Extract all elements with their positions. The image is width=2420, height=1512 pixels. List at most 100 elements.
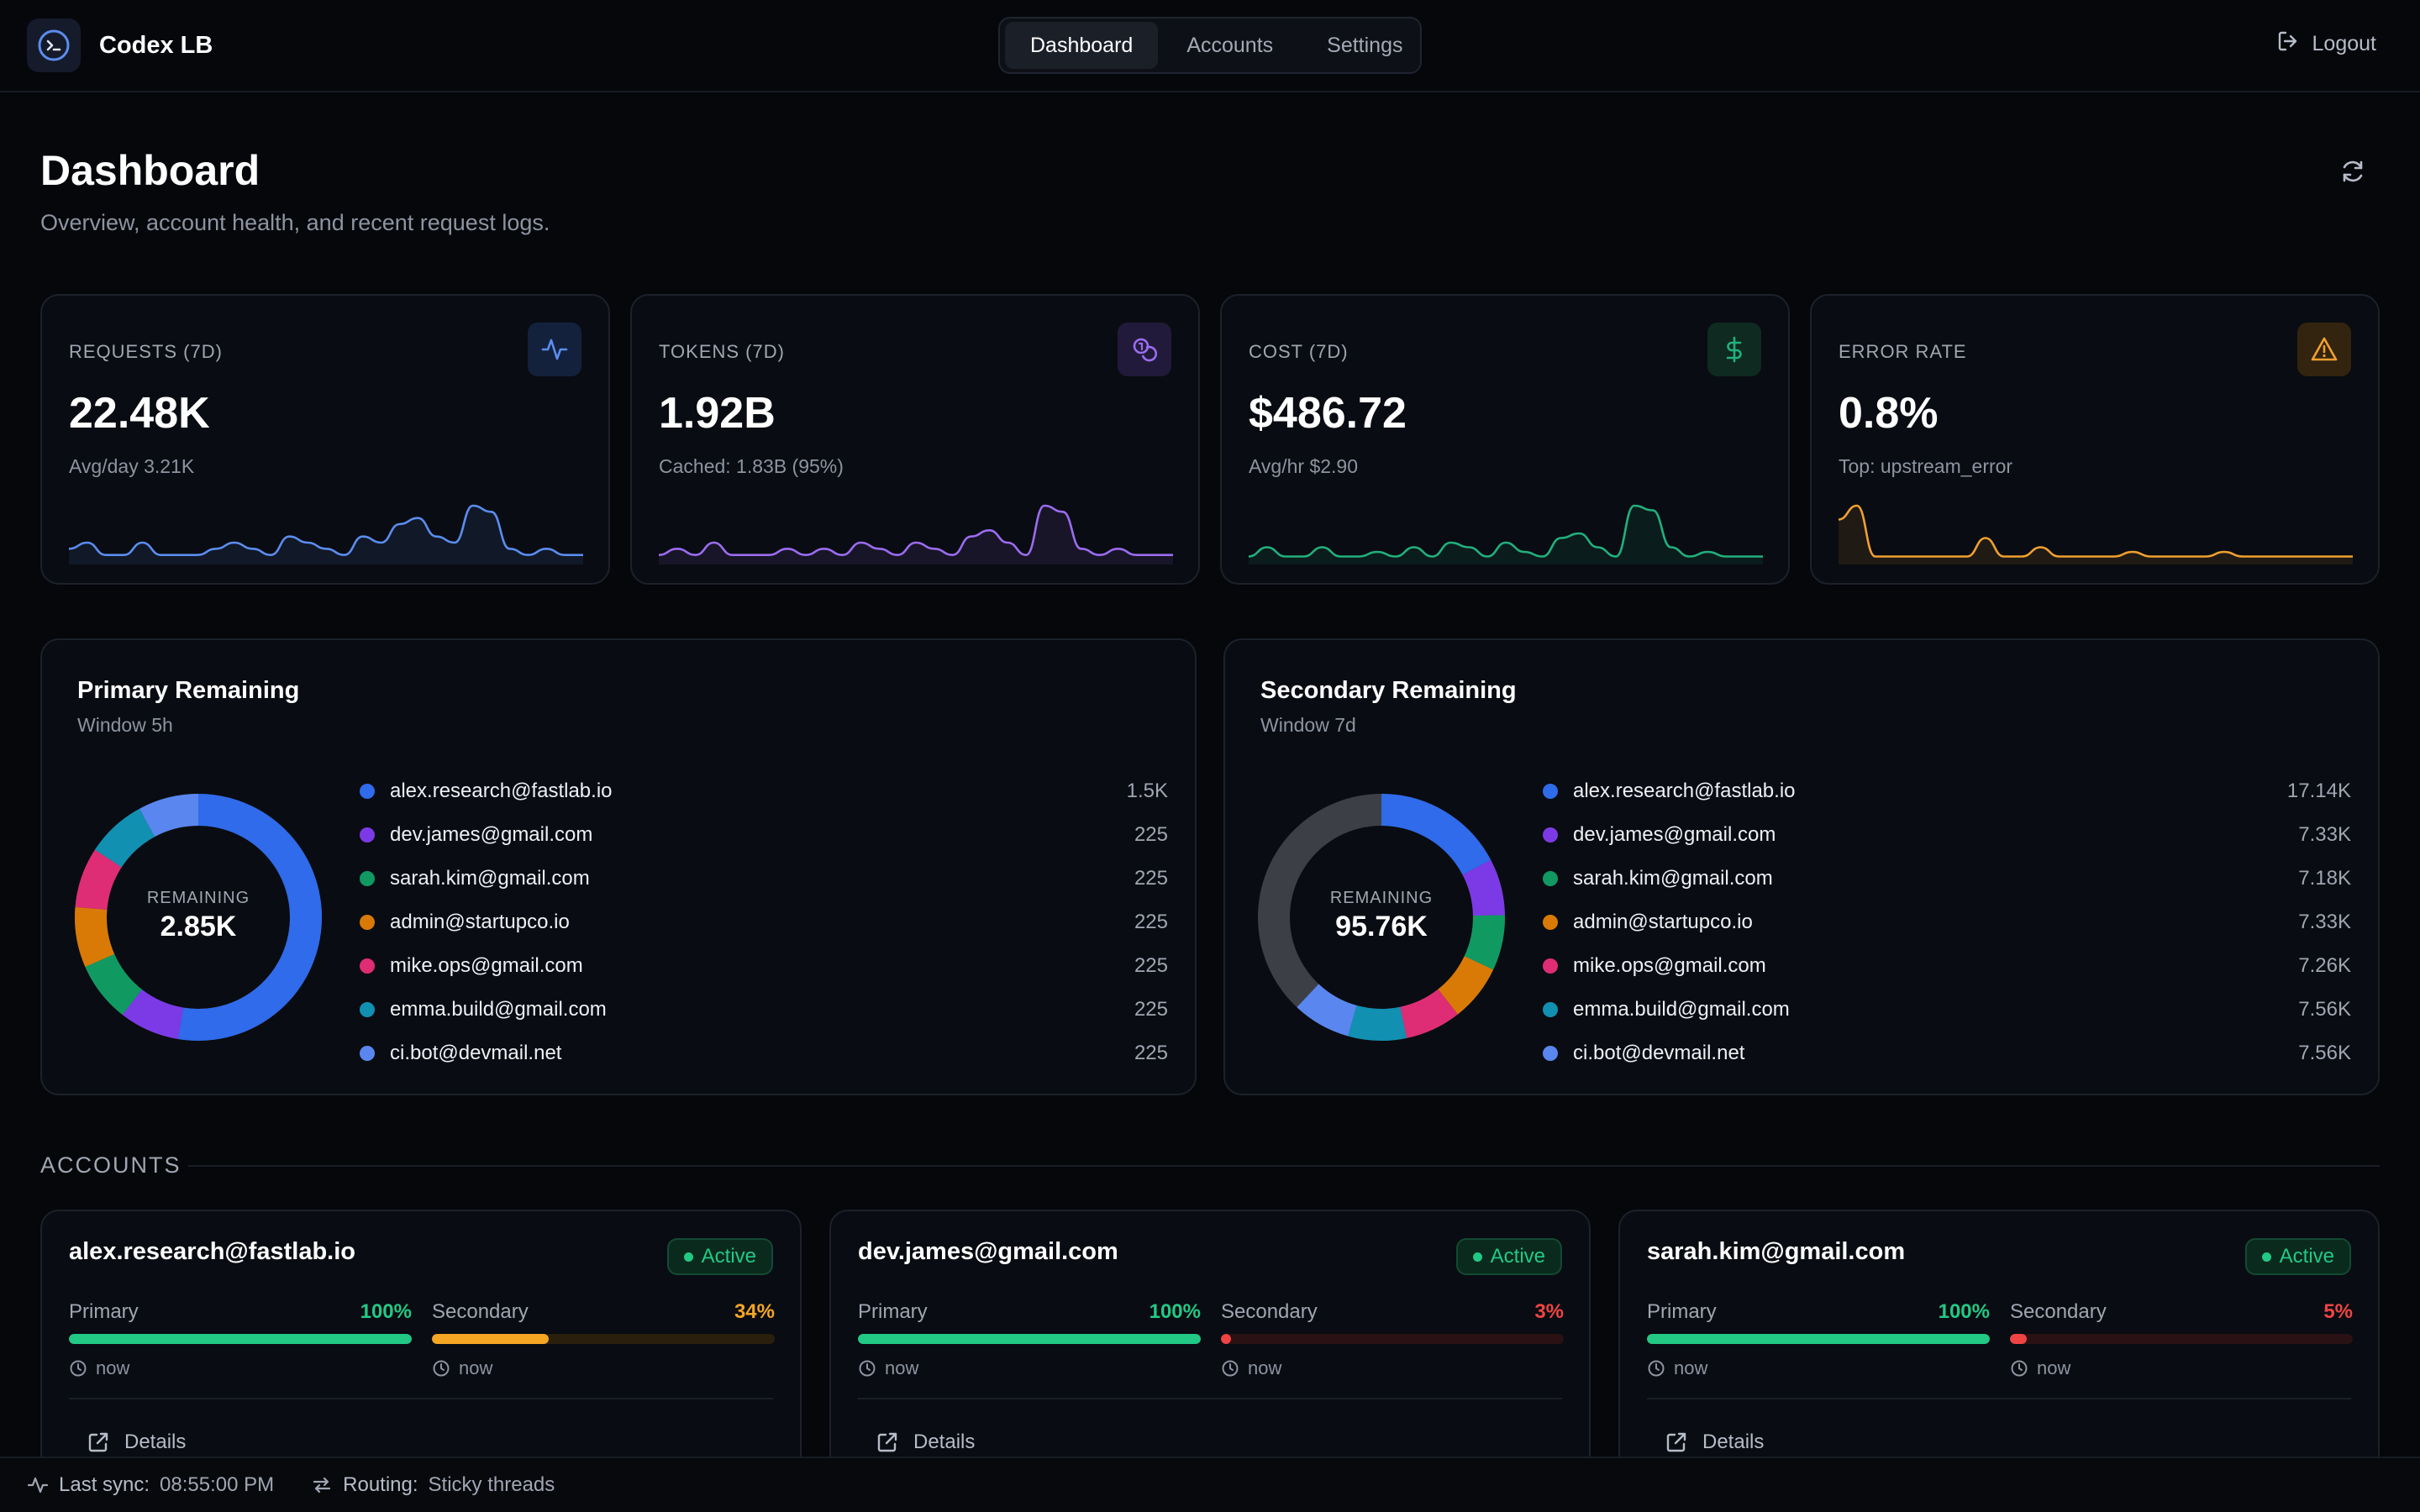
usage-percent: 100% <box>1149 1300 1201 1323</box>
usage-label: Primary <box>858 1300 928 1323</box>
donut-segment <box>1297 984 1358 1037</box>
stat-card-requests: REQUESTS (7D) 22.48K Avg/day 3.21K <box>40 294 610 585</box>
legend-dot <box>360 784 375 799</box>
section-divider <box>188 1165 2380 1167</box>
tab-dashboard[interactable]: Dashboard <box>1005 22 1159 69</box>
logout-icon <box>2275 29 2301 60</box>
activity-icon <box>528 323 581 376</box>
top-bar: Codex LB Dashboard Accounts Settings Log… <box>0 0 2420 92</box>
app-name: Codex LB <box>99 31 213 59</box>
usage-bar <box>858 1334 1201 1344</box>
stat-sub: Cached: 1.83B (95%) <box>659 455 844 477</box>
legend-item[interactable]: mike.ops@gmail.com 7.26K <box>1543 944 2351 988</box>
legend-item[interactable]: alex.research@fastlab.io 1.5K <box>360 769 1168 813</box>
stat-value: 0.8% <box>1839 389 1939 438</box>
legend-item[interactable]: alex.research@fastlab.io 17.14K <box>1543 769 2351 813</box>
donut-segment <box>1464 915 1505 970</box>
details-button[interactable]: Details <box>1664 1430 1764 1455</box>
donut-segment <box>1348 1005 1407 1041</box>
arrows-swap-icon <box>313 1477 331 1494</box>
logout-button[interactable]: Logout <box>2275 29 2376 60</box>
status-dot <box>2261 1252 2271 1262</box>
legend-item[interactable]: sarah.kim@gmail.com 7.18K <box>1543 857 2351 900</box>
usage-bar-fill <box>1647 1334 1990 1344</box>
donut-segment <box>177 794 322 1041</box>
stat-card-tokens: TOKENS (7D) 1.92B Cached: 1.83B (95%) <box>630 294 1200 585</box>
legend-dot <box>360 827 375 843</box>
legend-item[interactable]: emma.build@gmail.com 7.56K <box>1543 988 2351 1032</box>
legend-item[interactable]: ci.bot@devmail.net 225 <box>360 1032 1168 1075</box>
legend-item[interactable]: emma.build@gmail.com 225 <box>360 988 1168 1032</box>
stat-label: COST (7D) <box>1249 341 1349 362</box>
stat-value: 1.92B <box>659 389 776 438</box>
terminal-icon <box>27 18 81 72</box>
usage-time: now <box>1248 1357 1282 1378</box>
legend-item[interactable]: admin@startupco.io 225 <box>360 900 1168 944</box>
stat-sub: Avg/hr $2.90 <box>1249 455 1359 477</box>
legend-item[interactable]: sarah.kim@gmail.com 225 <box>360 857 1168 900</box>
donut-segment <box>75 906 115 968</box>
sparkline-line <box>1249 504 1763 558</box>
legend-value: 1.5K <box>1126 780 1168 802</box>
tab-settings[interactable]: Settings <box>1327 33 1403 57</box>
legend-email: mike.ops@gmail.com <box>390 954 583 977</box>
panel-window: Window 5h <box>77 714 173 736</box>
legend-value: 7.56K <box>2298 998 2351 1021</box>
card-divider <box>69 1398 773 1399</box>
legend-item[interactable]: dev.james@gmail.com 7.33K <box>1543 813 2351 857</box>
legend-value: 17.14K <box>2286 780 2351 802</box>
legend-email: alex.research@fastlab.io <box>390 780 613 802</box>
legend-dot <box>360 1002 375 1017</box>
brand[interactable]: Codex LB <box>27 18 213 72</box>
stat-sub: Top: upstream_error <box>1839 455 2013 477</box>
secondary-usage: Secondary 34% now <box>432 1300 775 1379</box>
usage-bar <box>69 1334 412 1344</box>
legend-item[interactable]: dev.james@gmail.com 225 <box>360 813 1168 857</box>
donut-segment <box>85 953 143 1016</box>
donut-center-value: 2.85K <box>160 911 237 942</box>
usage-label: Primary <box>1647 1300 1717 1323</box>
status-badge: Active <box>2244 1238 2351 1275</box>
refresh-button[interactable] <box>2334 153 2371 190</box>
usage-percent: 34% <box>734 1300 775 1323</box>
alert-triangle-icon <box>2297 323 2351 376</box>
legend-dot <box>1543 958 1558 974</box>
sync-label: Last sync: <box>59 1473 150 1496</box>
section-title: ACCOUNTS <box>40 1152 182 1178</box>
routing-label: Routing: <box>343 1473 418 1496</box>
usage-label: Secondary <box>1221 1300 1318 1323</box>
routing-value: Sticky threads <box>428 1473 555 1496</box>
usage-bar-fill <box>69 1334 412 1344</box>
details-button[interactable]: Details <box>86 1430 186 1455</box>
legend-email: mike.ops@gmail.com <box>1573 954 1766 977</box>
tab-accounts[interactable]: Accounts <box>1186 33 1274 57</box>
usage-time: now <box>459 1357 493 1378</box>
sparkline-area <box>69 506 583 564</box>
account-email: dev.james@gmail.com <box>858 1238 1118 1265</box>
panel-title: Primary Remaining <box>77 677 300 704</box>
legend-item[interactable]: admin@startupco.io 7.33K <box>1543 900 2351 944</box>
legend-value: 7.18K <box>2298 867 2351 890</box>
sync-value: 08:55:00 PM <box>160 1473 275 1496</box>
legend-item[interactable]: ci.bot@devmail.net 7.56K <box>1543 1032 2351 1075</box>
status-label: Active <box>701 1245 756 1268</box>
secondary-usage: Secondary 3% now <box>1221 1300 1564 1379</box>
clock-icon <box>2011 1360 2028 1377</box>
stat-value: 22.48K <box>69 389 210 438</box>
stat-label: REQUESTS (7D) <box>69 341 223 362</box>
stat-card-error-rate: ERROR RATE 0.8% Top: upstream_error <box>1810 294 2380 585</box>
refresh-icon <box>2343 160 2363 182</box>
usage-bar <box>432 1334 775 1344</box>
donut-segment <box>1399 989 1458 1038</box>
coins-icon <box>1118 323 1171 376</box>
legend-item[interactable]: mike.ops@gmail.com 225 <box>360 944 1168 988</box>
usage-time: now <box>885 1357 919 1378</box>
secondary-usage: Secondary 5% now <box>2010 1300 2353 1379</box>
details-label: Details <box>1702 1431 1765 1453</box>
legend-value: 7.26K <box>2298 954 2351 977</box>
legend: alex.research@fastlab.io 17.14K dev.james… <box>1543 769 2351 1075</box>
main-nav: Dashboard Accounts Settings <box>998 17 1422 74</box>
routing: Routing: Sticky threads <box>311 1473 555 1497</box>
account-email: sarah.kim@gmail.com <box>1647 1238 1906 1265</box>
details-button[interactable]: Details <box>875 1430 975 1455</box>
